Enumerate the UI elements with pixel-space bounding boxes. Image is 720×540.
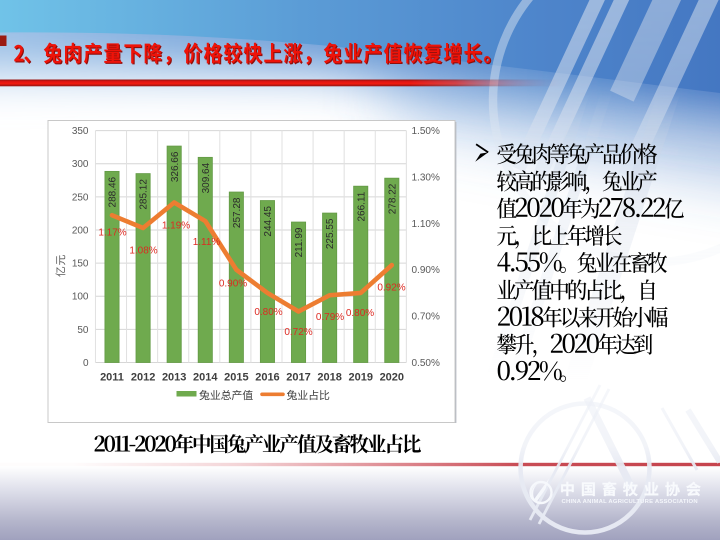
svg-text:2019: 2019 bbox=[348, 372, 372, 384]
svg-text:2016: 2016 bbox=[255, 372, 279, 384]
svg-text:278.22: 278.22 bbox=[387, 183, 398, 214]
svg-text:1.08%: 1.08% bbox=[129, 246, 157, 257]
svg-text:50: 50 bbox=[77, 325, 89, 336]
svg-text:0.92%: 0.92% bbox=[377, 283, 405, 294]
svg-text:0: 0 bbox=[83, 358, 89, 369]
svg-text:309.64: 309.64 bbox=[201, 162, 212, 193]
svg-text:300: 300 bbox=[72, 159, 89, 170]
svg-text:1.19%: 1.19% bbox=[162, 221, 190, 232]
svg-text:2012: 2012 bbox=[131, 372, 155, 384]
svg-text:2015: 2015 bbox=[224, 372, 248, 384]
svg-text:0.70%: 0.70% bbox=[412, 312, 440, 323]
svg-text:1.17%: 1.17% bbox=[98, 228, 126, 239]
svg-text:225.55: 225.55 bbox=[325, 218, 336, 249]
svg-text:0.90%: 0.90% bbox=[219, 279, 247, 290]
svg-text:2018: 2018 bbox=[317, 372, 341, 384]
svg-text:0.80%: 0.80% bbox=[254, 307, 282, 318]
svg-text:211.99: 211.99 bbox=[294, 227, 305, 257]
svg-text:150: 150 bbox=[72, 259, 89, 270]
svg-text:1.10%: 1.10% bbox=[412, 219, 440, 230]
svg-text:0.90%: 0.90% bbox=[412, 265, 440, 276]
svg-text:326.66: 326.66 bbox=[170, 151, 181, 182]
svg-text:100: 100 bbox=[72, 292, 89, 303]
svg-text:266.11: 266.11 bbox=[356, 191, 367, 221]
svg-text:350: 350 bbox=[72, 126, 89, 137]
svg-text:1.11%: 1.11% bbox=[193, 237, 221, 248]
svg-text:257.28: 257.28 bbox=[232, 197, 243, 228]
svg-text:200: 200 bbox=[72, 225, 89, 236]
svg-text:2017: 2017 bbox=[286, 372, 310, 384]
svg-text:288.46: 288.46 bbox=[108, 176, 119, 207]
svg-text:250: 250 bbox=[72, 192, 89, 203]
svg-text:2020: 2020 bbox=[380, 372, 404, 384]
svg-text:0.79%: 0.79% bbox=[316, 312, 344, 323]
svg-text:0.72%: 0.72% bbox=[284, 327, 312, 338]
svg-text:1.50%: 1.50% bbox=[412, 126, 440, 137]
svg-text:0.80%: 0.80% bbox=[346, 308, 374, 319]
svg-text:1.30%: 1.30% bbox=[412, 172, 440, 183]
svg-text:244.45: 244.45 bbox=[263, 206, 274, 237]
svg-text:285.12: 285.12 bbox=[139, 179, 150, 210]
svg-text:2013: 2013 bbox=[162, 372, 186, 384]
svg-text:CHINA ANIMAL AGRICULTURE ASSOC: CHINA ANIMAL AGRICULTURE ASSOCIATION bbox=[562, 499, 698, 505]
svg-text:2014: 2014 bbox=[193, 372, 218, 384]
svg-text:0.50%: 0.50% bbox=[412, 358, 440, 369]
svg-text:2011: 2011 bbox=[100, 372, 124, 384]
